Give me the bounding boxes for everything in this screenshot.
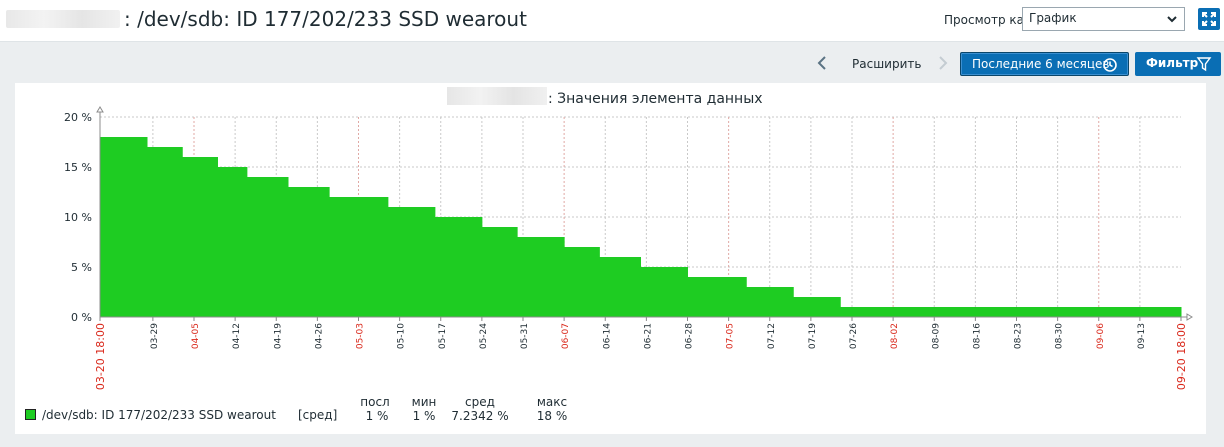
- series-step-8: [387, 207, 436, 317]
- time-period-button[interactable]: Последние 6 месяцев: [960, 52, 1129, 76]
- y-tick-label: 0 %: [71, 311, 92, 324]
- filter-button[interactable]: Фильтр: [1135, 52, 1221, 76]
- y-tick-label: 10 %: [64, 211, 92, 224]
- series-step-14: [640, 267, 688, 317]
- series-step-11: [517, 237, 565, 317]
- next-period-icon[interactable]: [933, 54, 951, 72]
- x-tick-label: 03-20 18:00: [94, 323, 107, 390]
- chevron-down-icon: [1167, 16, 1177, 23]
- legend-header-max: макс: [536, 395, 568, 409]
- filter-label: Фильтр: [1146, 56, 1199, 70]
- x-tick-label: 08-02: [890, 323, 900, 349]
- x-tick-label: 04-05: [191, 323, 201, 349]
- x-tick-label: 08-30: [1055, 323, 1065, 349]
- series-step-2: [147, 147, 183, 317]
- series-step-7: [329, 197, 389, 317]
- redacted-host-name: [6, 10, 120, 28]
- legend-header-min: мин: [411, 395, 437, 409]
- graph: 0 % 5 % 10 % 15 % 20 % 03-20 18:00 03-29 04-05 0…: [64, 106, 1193, 390]
- y-axis-arrow: [96, 106, 104, 113]
- chart-title: : Значения элемента данных: [548, 91, 763, 107]
- x-tick-label: 07-12: [767, 323, 777, 349]
- x-tick-label: 05-31: [520, 323, 530, 349]
- y-tick-label: 20 %: [64, 111, 92, 124]
- x-tick-label: 08-16: [972, 323, 982, 349]
- legend-header-last: посл: [360, 395, 390, 409]
- x-tick-label: 06-28: [685, 323, 695, 349]
- series-step-17: [793, 297, 841, 317]
- x-tick-label: 09-06: [1096, 323, 1106, 349]
- x-tick-label: 07-19: [808, 323, 818, 349]
- series-step-12: [564, 247, 600, 317]
- series-step-15: [687, 277, 747, 317]
- clock-icon: [1103, 58, 1117, 72]
- legend-value-last: 1 %: [365, 409, 389, 423]
- series-step-9: [434, 217, 483, 317]
- x-tick-label: 05-24: [479, 323, 489, 349]
- time-period-label: Последние 6 месяцев: [972, 57, 1110, 71]
- legend-series-name: /dev/sdb: ID 177/202/233 SSD wearout: [42, 408, 276, 422]
- x-tick-label: 06-21: [643, 323, 653, 349]
- redacted-chart-host: [447, 87, 547, 105]
- legend-function: [сред]: [298, 408, 338, 422]
- x-tick-label: 05-17: [438, 323, 448, 349]
- series-step-10: [481, 227, 518, 317]
- x-tick-label: 03-29: [150, 323, 160, 349]
- view-as-value: График: [1029, 11, 1077, 25]
- x-tick-label: 07-26: [849, 323, 859, 349]
- y-tick-label: 15 %: [64, 161, 92, 174]
- legend-color-swatch: [25, 409, 36, 420]
- series-step-1: [100, 137, 148, 317]
- legend-header-avg: сред: [465, 395, 495, 409]
- x-axis-arrow: [1186, 313, 1193, 321]
- series-step-13: [599, 257, 641, 317]
- page-title: : /dev/sdb: ID 177/202/233 SSD wearout: [124, 7, 527, 31]
- x-tick-label: 09-20 18:00: [1175, 323, 1188, 390]
- legend-value-avg: 7.2342 %: [451, 409, 509, 423]
- x-tick-label: 05-10: [397, 323, 407, 349]
- view-as-select[interactable]: График: [1022, 7, 1185, 31]
- series-step-4: [217, 167, 248, 317]
- fullscreen-icon: [1202, 12, 1216, 26]
- x-tick-label: 05-03: [356, 323, 366, 349]
- legend-value-min: 1 %: [412, 409, 436, 423]
- page-header: : /dev/sdb: ID 177/202/233 SSD wearout П…: [0, 0, 1224, 42]
- x-tick-label: 09-13: [1137, 323, 1147, 349]
- x-tick-label: 08-23: [1014, 323, 1024, 349]
- y-tick-label: 5 %: [71, 261, 92, 274]
- legend-value-max: 18 %: [536, 409, 568, 423]
- graph-panel: : Значения элемента данных 0 % 5 % 10 % 15 …: [15, 83, 1206, 434]
- x-tick-label: 06-14: [602, 323, 612, 349]
- x-tick-label: 06-07: [561, 323, 571, 349]
- previous-period-icon[interactable]: [814, 54, 832, 72]
- x-tick-label: 08-09: [931, 323, 941, 349]
- series-step-6: [288, 187, 330, 317]
- series-step-18: [840, 307, 1182, 317]
- x-tick-label: 04-26: [314, 323, 324, 349]
- filter-icon: [1196, 57, 1212, 72]
- x-tick-label: 04-19: [273, 323, 283, 349]
- x-tick-label: 04-12: [232, 323, 242, 349]
- x-tick-label: 07-05: [726, 323, 736, 349]
- series-step-16: [746, 287, 794, 317]
- series-step-3: [182, 157, 218, 317]
- series-step-5: [246, 177, 289, 317]
- expand-button[interactable]: Расширить: [852, 57, 922, 71]
- fullscreen-button[interactable]: [1198, 8, 1220, 30]
- view-as-label: Просмотр как: [944, 13, 1032, 27]
